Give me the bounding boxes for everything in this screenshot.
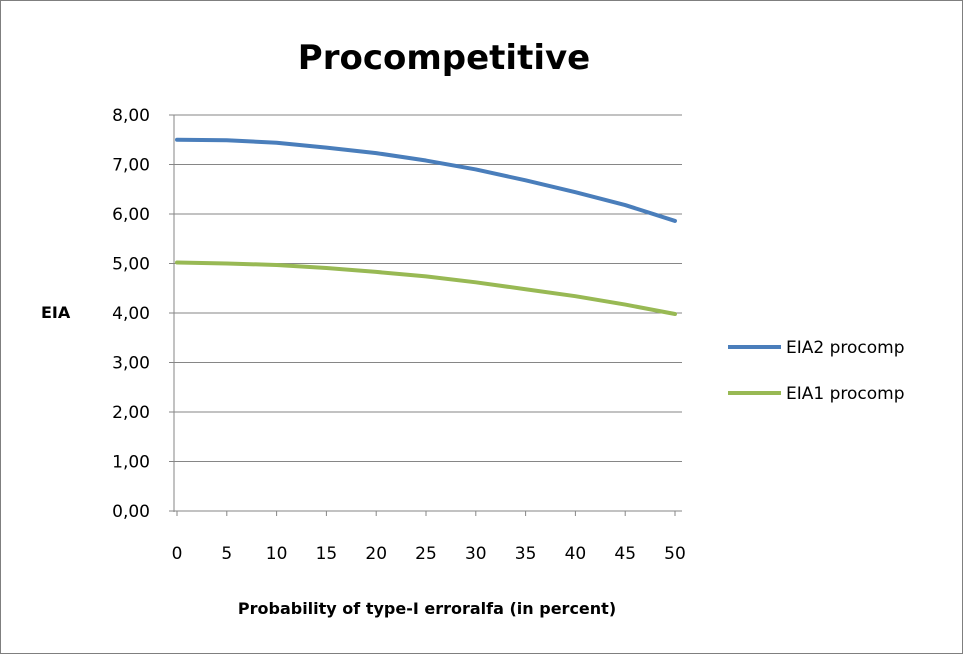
x-tick-label: 45 — [614, 544, 636, 564]
legend: EIA2 procomp EIA1 procomp — [728, 338, 905, 404]
y-tick-label: 4,00 — [112, 304, 150, 324]
y-ticks: 0,00 1,00 2,00 3,00 4,00 5,00 6,00 7,00 8,00 — [112, 106, 174, 522]
y-tick-label: 2,00 — [112, 403, 150, 423]
x-tick-label: 25 — [415, 544, 437, 564]
x-tick-label: 10 — [266, 544, 288, 564]
legend-label: EIA2 procomp — [786, 338, 905, 358]
x-tick-label: 35 — [515, 544, 537, 564]
series-line-2 — [175, 260, 677, 316]
x-tick-label: 50 — [664, 544, 686, 564]
x-axis-title: Probability of type-I erroralfa (in perc… — [238, 599, 616, 618]
series-lines — [175, 137, 677, 316]
gridlines — [174, 114, 682, 462]
x-tick-label: 40 — [565, 544, 587, 564]
x-tick-label: 20 — [365, 544, 387, 564]
x-tick-label: 15 — [316, 544, 338, 564]
chart-title: Procompetitive — [298, 38, 590, 78]
y-tick-label: 6,00 — [112, 205, 150, 225]
x-tick-label: 30 — [465, 544, 487, 564]
y-tick-label: 7,00 — [112, 156, 150, 176]
x-ticks: 0 5 10 15 20 25 30 35 40 45 50 — [172, 511, 686, 564]
y-tick-label: 8,00 — [112, 106, 150, 126]
legend-label: EIA1 procomp — [786, 384, 905, 404]
y-tick-label: 0,00 — [112, 502, 150, 522]
x-tick-label: 5 — [221, 544, 232, 564]
y-tick-label: 5,00 — [112, 255, 150, 275]
y-axis-title: EIA — [41, 303, 71, 322]
y-tick-label: 1,00 — [112, 453, 150, 473]
y-tick-label: 3,00 — [112, 354, 150, 374]
x-tick-label: 0 — [172, 544, 183, 564]
series-line-1 — [175, 137, 677, 223]
